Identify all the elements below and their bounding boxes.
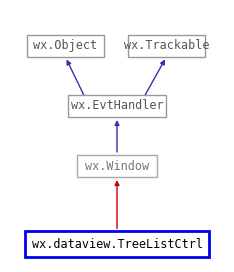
FancyBboxPatch shape — [68, 95, 166, 117]
FancyBboxPatch shape — [27, 35, 103, 57]
Text: wx.dataview.TreeListCtrl: wx.dataview.TreeListCtrl — [32, 238, 202, 251]
FancyBboxPatch shape — [77, 155, 157, 177]
Text: wx.Trackable: wx.Trackable — [124, 39, 209, 52]
Text: wx.Object: wx.Object — [33, 39, 97, 52]
FancyBboxPatch shape — [25, 231, 209, 257]
Text: wx.EvtHandler: wx.EvtHandler — [71, 100, 163, 112]
Text: wx.Window: wx.Window — [85, 160, 149, 172]
FancyBboxPatch shape — [128, 35, 205, 57]
